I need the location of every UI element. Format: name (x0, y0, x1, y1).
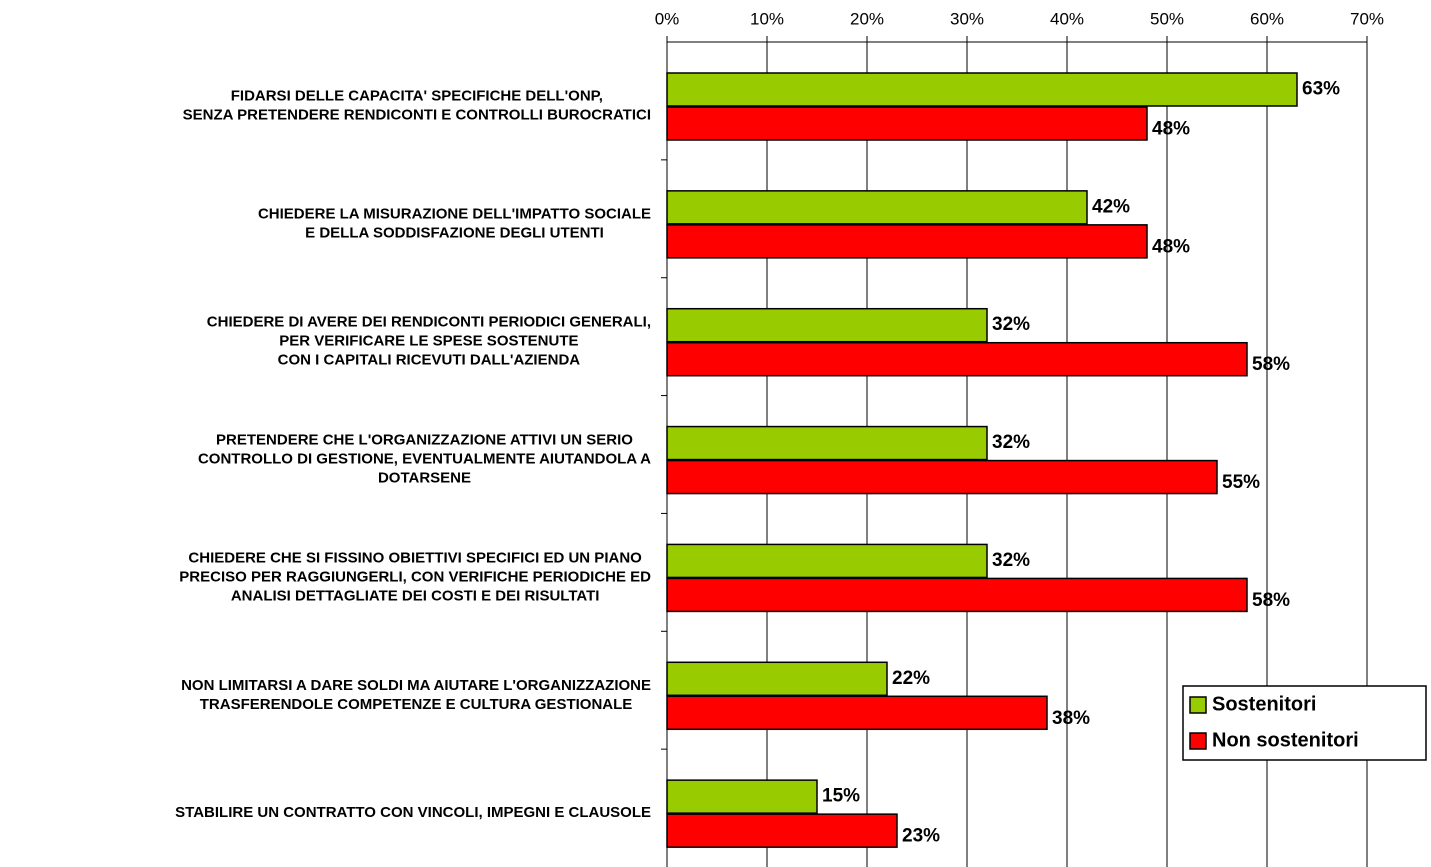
bar (666, 307, 988, 343)
category-label-line: TRASFERENDOLE COMPETENZE E CULTURA GESTI… (200, 696, 633, 713)
category-label-line: ANALISI DETTAGLIATE DEI COSTI E DEI RISU… (231, 587, 600, 604)
x-tick-label: 20% (850, 9, 884, 28)
bar (666, 425, 988, 461)
category-label-line: STABILIRE UN CONTRATTO CON VINCOLI, IMPE… (175, 804, 651, 821)
category-label-line: CHIEDERE LA MISURAZIONE DELL'IMPATTO SOC… (258, 205, 651, 222)
x-tick-label: 40% (1050, 9, 1084, 28)
bar (666, 106, 1148, 141)
value-label: 42% (1092, 196, 1130, 217)
category-label: PRETENDERE CHE L'ORGANIZZAZIONE ATTIVI U… (198, 432, 651, 487)
value-label: 58% (1252, 354, 1290, 375)
category-label-line: CHIEDERE CHE SI FISSINO OBIETTIVI SPECIF… (188, 549, 642, 566)
category-label-line: CONTROLLO DI GESTIONE, EVENTUALMENTE AIU… (198, 451, 651, 468)
value-label: 23% (902, 826, 940, 847)
category-label-line: E DELLA SODDISFAZIONE DEGLI UTENTI (305, 224, 604, 241)
x-tick-label: 0% (655, 9, 680, 28)
bar (666, 695, 1048, 731)
x-tick-label: 50% (1150, 9, 1184, 28)
bar (666, 577, 1248, 613)
category-label-line: FIDARSI DELLE CAPACITA' SPECIFICHE DELL'… (231, 87, 603, 104)
bar (666, 190, 1088, 225)
category-label: CHIEDERE DI AVERE DEI RENDICONTI PERIODI… (207, 314, 651, 369)
bar (666, 813, 898, 848)
bar (666, 224, 1148, 259)
x-tick-label: 10% (750, 9, 784, 28)
x-tick-label: 30% (950, 9, 984, 28)
legend-box (1182, 685, 1427, 761)
bar (666, 341, 1248, 377)
category-label-line: PRETENDERE CHE L'ORGANIZZAZIONE ATTIVI U… (216, 432, 633, 449)
category-label-line: SENZA PRETENDERE RENDICONTI E CONTROLLI … (183, 106, 651, 123)
category-label: NON LIMITARSI A DARE SOLDI MA AIUTARE L'… (181, 677, 651, 713)
value-label: 32% (992, 550, 1030, 571)
bar (666, 779, 818, 814)
bar (666, 72, 1298, 107)
value-label: 32% (992, 314, 1030, 335)
value-label: 55% (1222, 472, 1260, 493)
category-label-line: NON LIMITARSI A DARE SOLDI MA AIUTARE L'… (181, 677, 651, 694)
category-label: STABILIRE UN CONTRATTO CON VINCOLI, IMPE… (175, 804, 651, 821)
category-label-line: PER VERIFICARE LE SPESE SOSTENUTE (279, 333, 578, 350)
x-tick-label: 60% (1250, 9, 1284, 28)
category-label-line: PRECISO PER RAGGIUNGERLI, CON VERIFICHE … (179, 568, 651, 585)
legend-swatch (1189, 696, 1207, 714)
category-label: CHIEDERE CHE SI FISSINO OBIETTIVI SPECIF… (179, 549, 651, 604)
value-label: 63% (1302, 79, 1340, 100)
legend-label: Sostenitori (1212, 693, 1316, 715)
category-label: FIDARSI DELLE CAPACITA' SPECIFICHE DELL'… (183, 87, 651, 123)
value-label: 15% (822, 786, 860, 807)
category-label: CHIEDERE LA MISURAZIONE DELL'IMPATTO SOC… (258, 205, 651, 241)
category-label-line: CHIEDERE DI AVERE DEI RENDICONTI PERIODI… (207, 314, 651, 331)
x-tick-label: 70% (1350, 9, 1384, 28)
value-label: 32% (992, 432, 1030, 453)
value-label: 58% (1252, 590, 1290, 611)
value-label: 22% (892, 668, 930, 689)
bar (666, 543, 988, 579)
bar (666, 661, 888, 697)
category-label-line: CON I CAPITALI RICEVUTI DALL'AZIENDA (278, 352, 581, 369)
value-label: 48% (1152, 236, 1190, 257)
value-label: 48% (1152, 119, 1190, 140)
legend-label: Non sostenitori (1212, 729, 1359, 751)
legend-swatch (1189, 732, 1207, 750)
category-label-line: DOTARSENE (378, 470, 471, 487)
value-label: 38% (1052, 708, 1090, 729)
bar (666, 459, 1218, 495)
